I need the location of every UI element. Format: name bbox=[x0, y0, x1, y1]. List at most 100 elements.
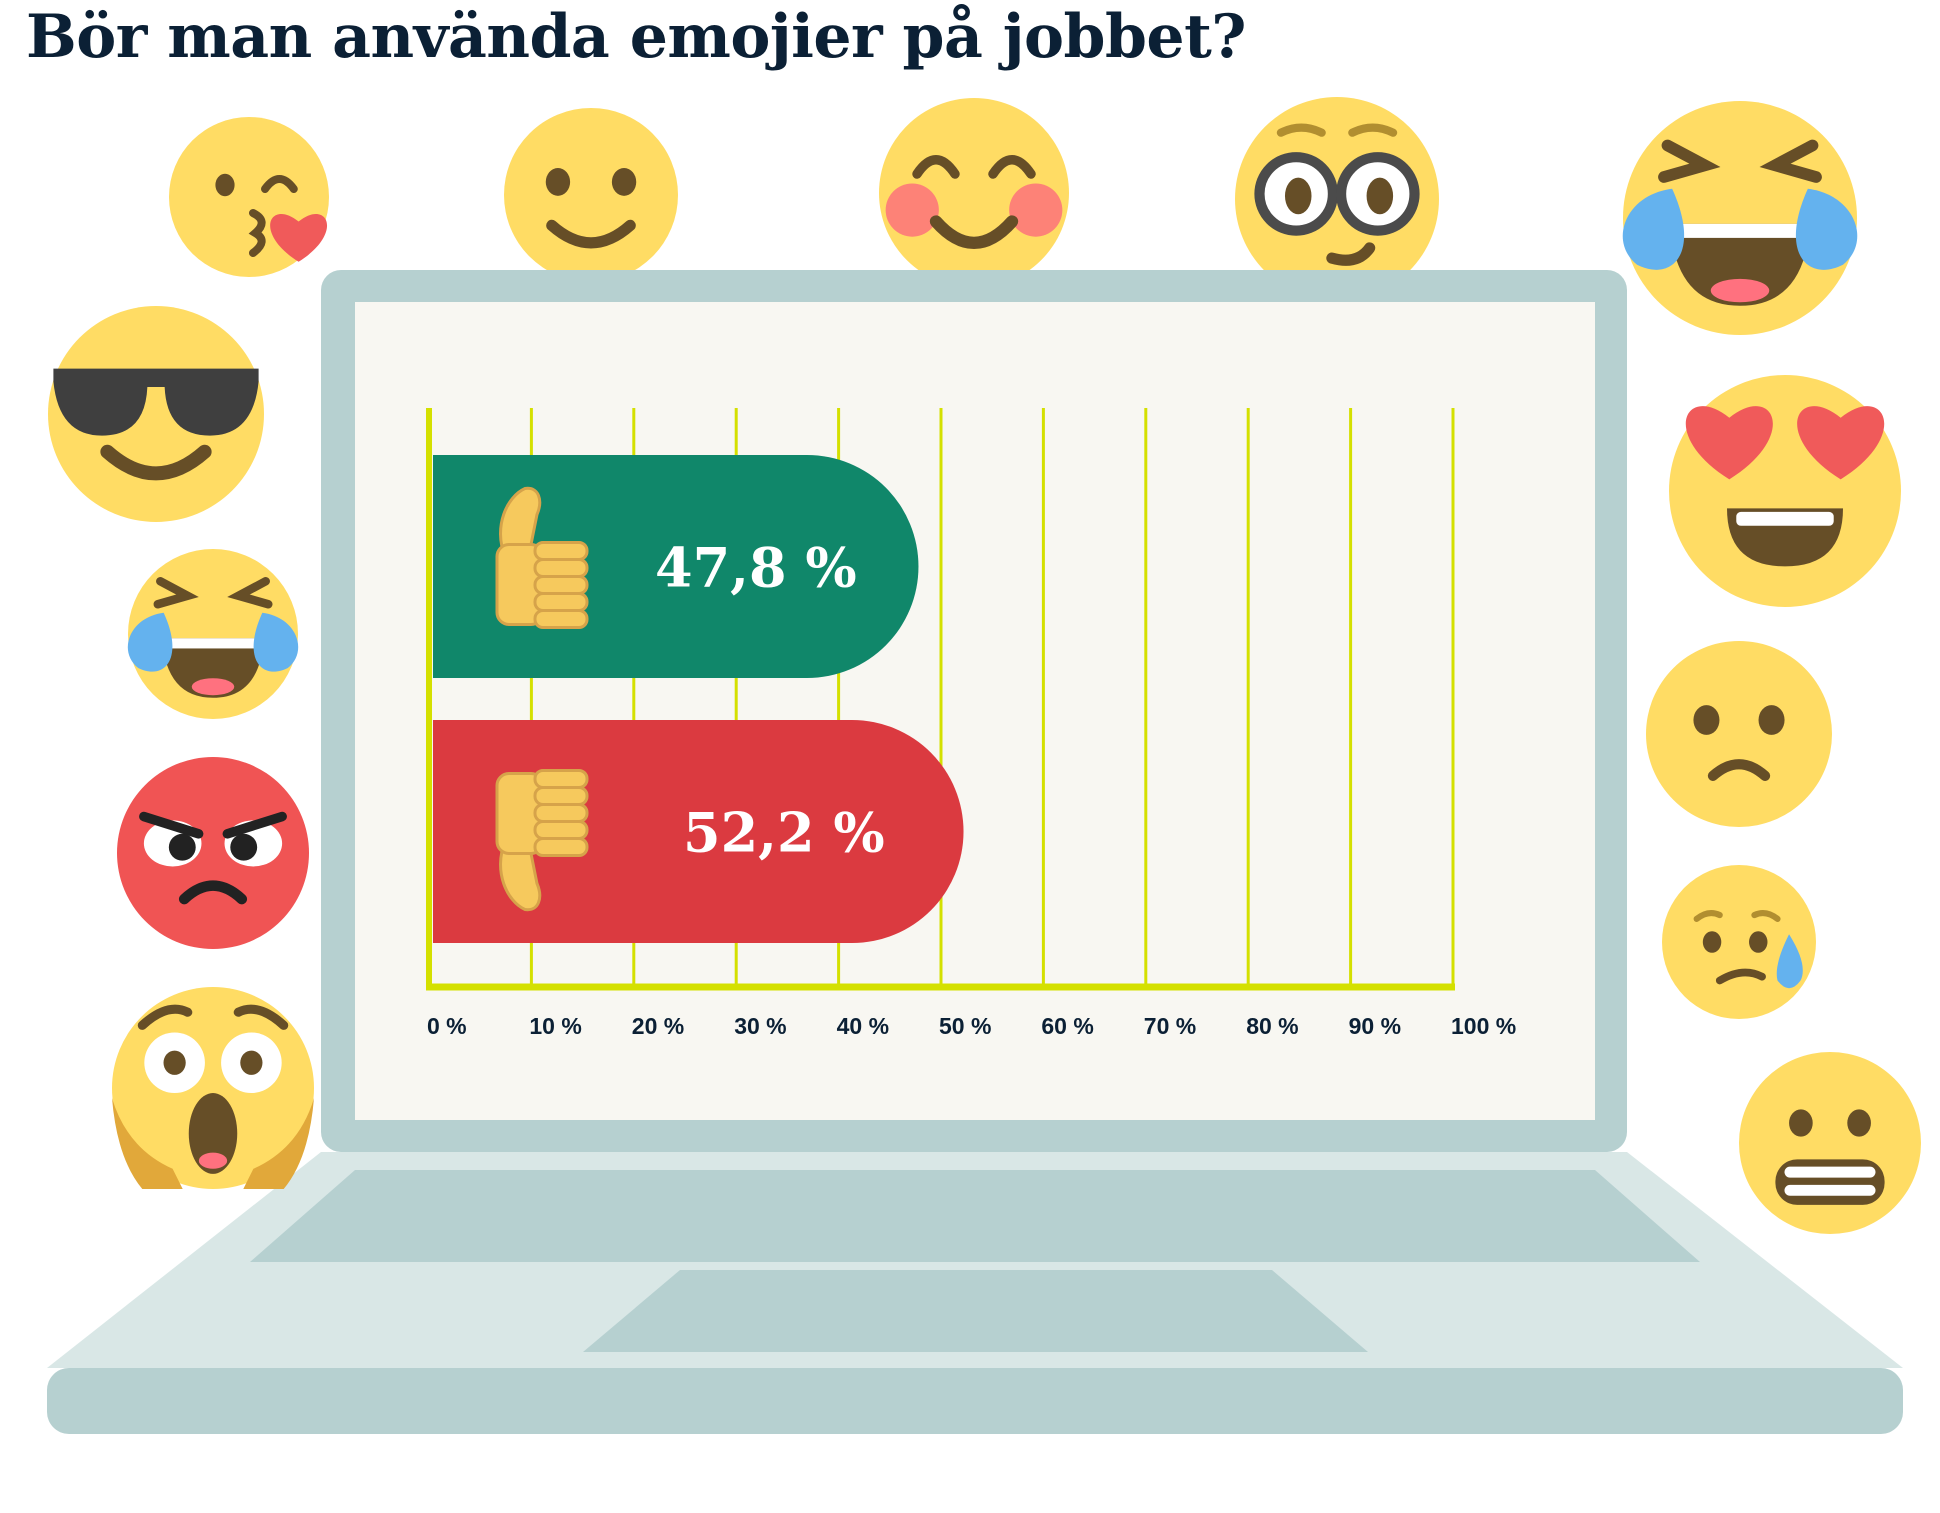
teeth bbox=[1784, 1184, 1876, 1196]
face bbox=[47, 306, 264, 522]
face bbox=[879, 97, 1069, 288]
laptop-screen bbox=[355, 302, 1595, 1120]
eye bbox=[1284, 177, 1312, 215]
tongue bbox=[191, 678, 235, 696]
bar-value-label: 52,2 % bbox=[683, 801, 885, 865]
stroke bbox=[1326, 242, 1376, 266]
tongue bbox=[198, 1152, 228, 1169]
stroke bbox=[137, 1004, 193, 1030]
thumbs-up-icon bbox=[495, 486, 589, 629]
eye bbox=[240, 1050, 263, 1075]
finger bbox=[533, 575, 589, 595]
stroke bbox=[153, 577, 199, 609]
eye bbox=[1749, 931, 1768, 953]
pupil bbox=[168, 833, 196, 861]
thumb bbox=[499, 486, 542, 559]
mouth bbox=[162, 638, 264, 698]
mouth bbox=[188, 1093, 238, 1174]
page-title: Bör man använda emojier på jobbet? bbox=[26, 2, 1246, 72]
tongue bbox=[1710, 278, 1770, 303]
x-tick-label: 30 % bbox=[734, 1013, 786, 1039]
sunglasses bbox=[53, 368, 259, 436]
eye bbox=[1847, 1109, 1871, 1137]
x-tick-label: 100 % bbox=[1451, 1013, 1516, 1039]
nerd-glasses-icon bbox=[1235, 97, 1439, 301]
eye bbox=[215, 173, 235, 197]
kissing-heart-icon bbox=[169, 117, 329, 277]
teeth bbox=[163, 638, 263, 649]
heart bbox=[270, 213, 328, 262]
x-tick-label: 80 % bbox=[1246, 1013, 1298, 1039]
laptop-base-front bbox=[47, 1368, 1903, 1434]
emojis-behind-laptop bbox=[169, 97, 1858, 335]
mouth bbox=[1775, 1159, 1885, 1205]
eye bbox=[1789, 1109, 1813, 1137]
tear bbox=[127, 612, 173, 672]
stroke bbox=[1751, 909, 1781, 922]
x-tick-label: 20 % bbox=[632, 1013, 684, 1039]
stroke bbox=[546, 219, 636, 249]
face bbox=[1739, 1052, 1921, 1234]
eye bbox=[1366, 177, 1394, 215]
stroke bbox=[261, 175, 298, 193]
stroke bbox=[1707, 759, 1771, 781]
hand bbox=[243, 1098, 314, 1189]
x-tick-label: 60 % bbox=[1041, 1013, 1093, 1039]
finger bbox=[533, 803, 589, 823]
frown-icon bbox=[1646, 641, 1832, 827]
heart bbox=[1685, 406, 1773, 480]
cheek bbox=[1009, 183, 1063, 237]
finger bbox=[533, 592, 589, 612]
x-tick-label: 40 % bbox=[837, 1013, 889, 1039]
stroke bbox=[988, 155, 1036, 179]
finger bbox=[533, 769, 589, 789]
scream-icon bbox=[112, 987, 314, 1189]
stroke bbox=[222, 811, 287, 839]
grimace-icon bbox=[1739, 1052, 1921, 1234]
finger bbox=[533, 541, 589, 561]
sad-sweat-icon bbox=[1662, 865, 1816, 1019]
stroke bbox=[912, 155, 960, 179]
bar-value-label: 47,8 % bbox=[655, 536, 857, 600]
joy-tears-icon bbox=[1622, 100, 1858, 335]
x-tick-label: 0 % bbox=[427, 1013, 467, 1039]
laptop bbox=[47, 270, 1903, 1434]
heart bbox=[1797, 406, 1885, 480]
teeth bbox=[1736, 511, 1834, 526]
cheek bbox=[885, 183, 939, 237]
thumb bbox=[499, 839, 542, 912]
finger bbox=[533, 558, 589, 578]
emojis-front bbox=[47, 306, 1921, 1234]
sweat-drop bbox=[1776, 934, 1803, 989]
finger bbox=[533, 837, 589, 857]
stroke bbox=[139, 811, 204, 839]
stroke bbox=[1348, 123, 1398, 137]
eye bbox=[545, 168, 571, 196]
stroke bbox=[227, 577, 273, 609]
finger bbox=[533, 786, 589, 806]
stroke bbox=[233, 1004, 289, 1030]
face bbox=[1646, 641, 1832, 827]
bar-chart: 0 % 10 % 20 % 30 % 40 % 50 % 60 % 70 % 80 % 90 % 1… bbox=[426, 408, 1516, 1039]
eye bbox=[1702, 931, 1722, 953]
tear bbox=[1622, 188, 1685, 270]
eye bbox=[1693, 705, 1720, 735]
teeth bbox=[1672, 223, 1808, 238]
laptop-trackpad bbox=[583, 1270, 1368, 1352]
stroke bbox=[1693, 909, 1723, 922]
stroke bbox=[248, 209, 266, 258]
stroke bbox=[1276, 123, 1326, 137]
face bbox=[504, 108, 678, 282]
angry-icon bbox=[117, 757, 309, 949]
thumbs-down-icon bbox=[495, 769, 589, 912]
x-tick-label: 70 % bbox=[1144, 1013, 1196, 1039]
heart-eyes-icon bbox=[1669, 375, 1901, 607]
eye bbox=[1758, 705, 1785, 735]
finger bbox=[533, 820, 589, 840]
tear bbox=[253, 612, 299, 672]
pupil bbox=[230, 833, 258, 861]
tear bbox=[1795, 188, 1858, 270]
eye bbox=[163, 1050, 186, 1075]
sunglasses-icon bbox=[47, 306, 264, 522]
stroke bbox=[1715, 968, 1766, 985]
